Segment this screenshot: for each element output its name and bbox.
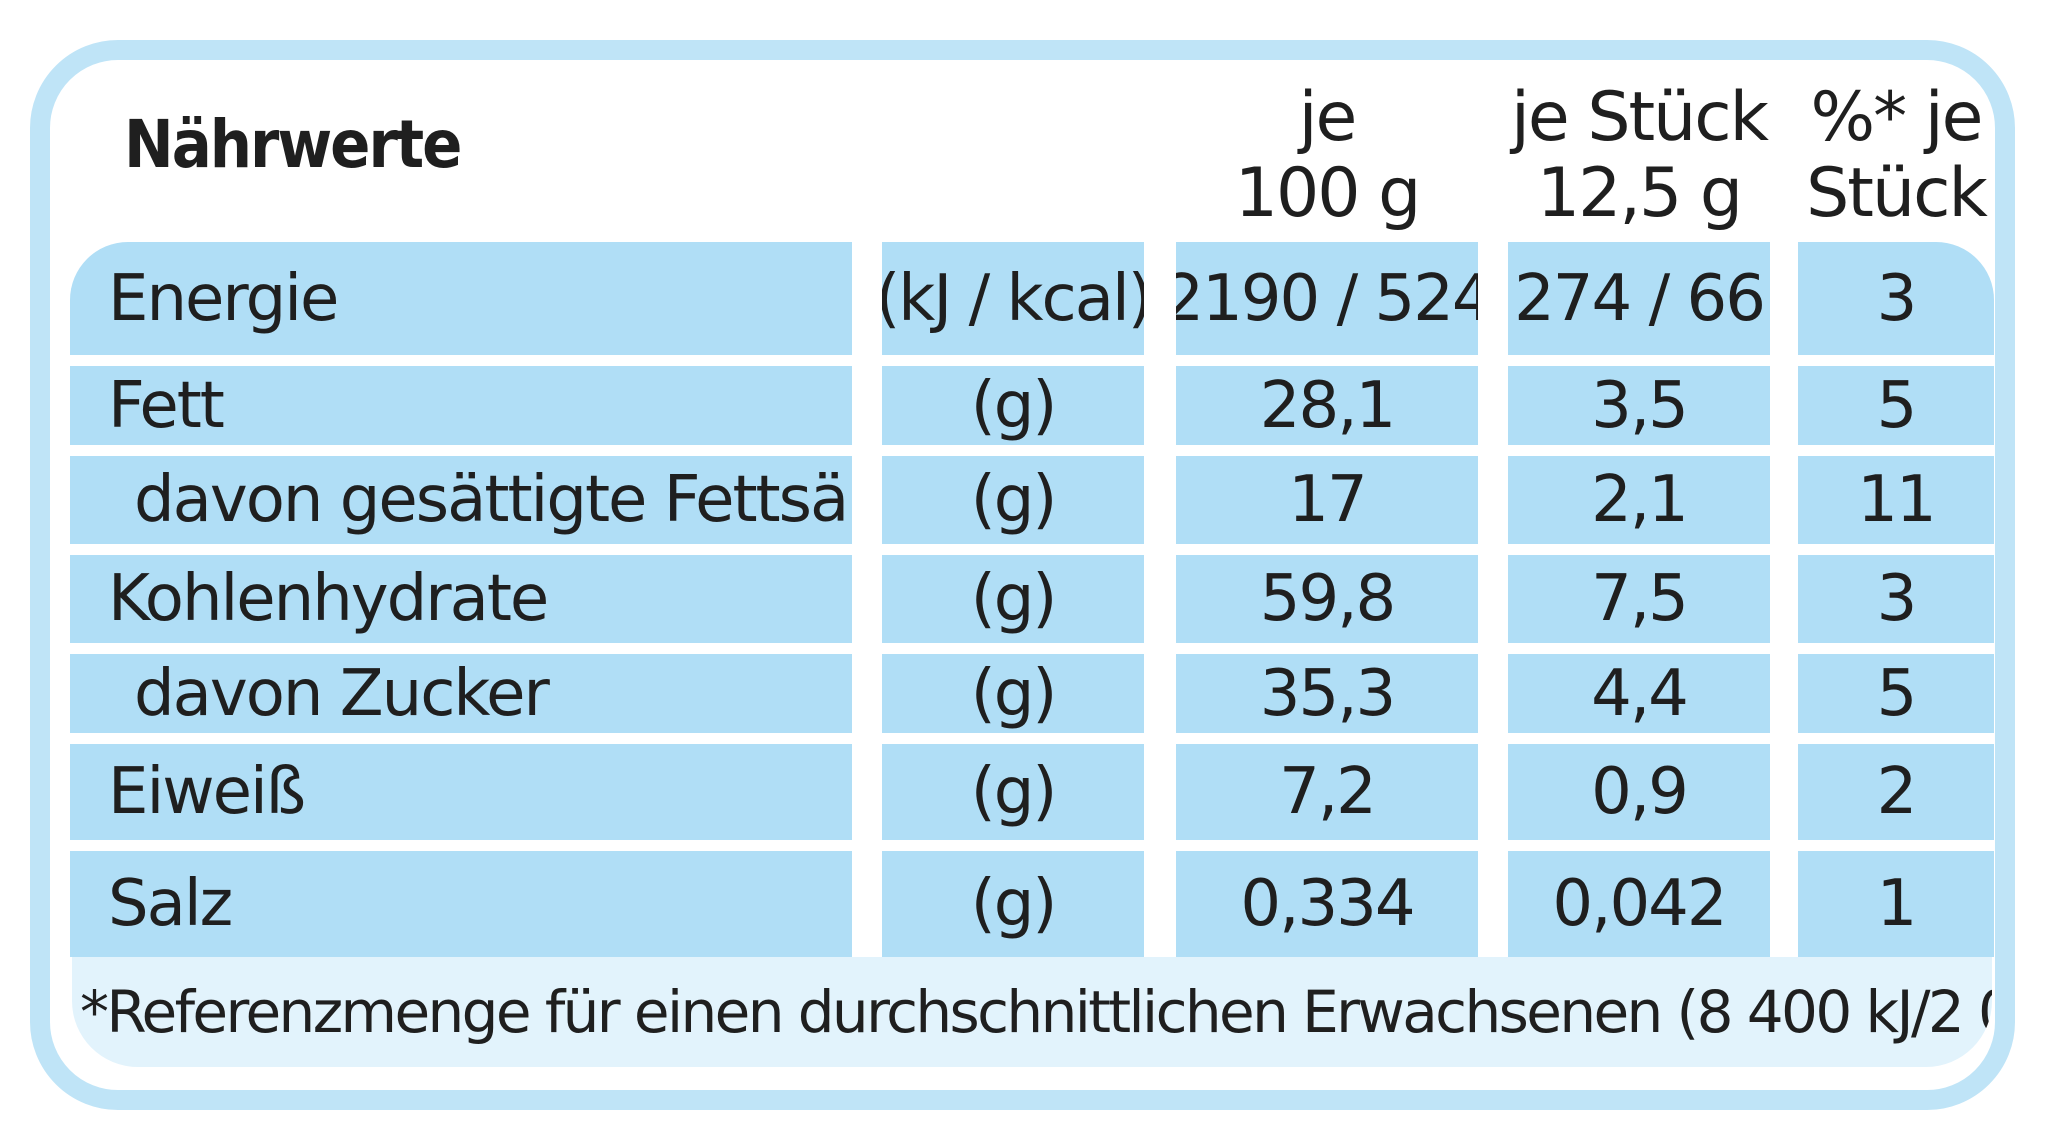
row-percent-fett: 5 [1798, 366, 1994, 445]
row-unit-salz: (g) [882, 851, 1144, 957]
row-percent-zucker: 5 [1798, 654, 1994, 733]
row-name-eiweiss: Eiweiß [70, 744, 852, 840]
row-name-fett: Fett [70, 366, 852, 445]
row-per-piece-kohlenhydrate: 7,5 [1508, 555, 1770, 643]
row-unit-saturated-fat: (g) [882, 456, 1144, 544]
row-percent-saturated-fat: 11 [1798, 456, 1994, 544]
row-percent-kohlenhydrate: 3 [1798, 555, 1994, 643]
row-per-100g-zucker: 35,3 [1176, 654, 1478, 733]
row-percent-eiweiss: 2 [1798, 744, 1994, 840]
column-header-per-piece: je Stück 12,5 g [1510, 78, 1769, 233]
row-per-piece-fett: 3,5 [1508, 366, 1770, 445]
row-per-100g-saturated-fat: 17 [1176, 456, 1478, 544]
row-name-salz: Salz [70, 851, 852, 957]
row-unit-zucker: (g) [882, 654, 1144, 733]
row-per-piece-eiweiss: 0,9 [1508, 744, 1770, 840]
row-name-zucker: davon Zucker [70, 654, 852, 733]
column-header-per-100g: je 100 g [1234, 78, 1422, 233]
row-per-piece-saturated-fat: 2,1 [1508, 456, 1770, 544]
table-title: Nährwerte [124, 106, 462, 183]
row-per-100g-eiweiss: 7,2 [1176, 744, 1478, 840]
row-name-kohlenhydrate: Kohlenhydrate [70, 555, 852, 643]
row-per-piece-salz: 0,042 [1508, 851, 1770, 957]
row-per-100g-energie: 2190 / 524 [1176, 242, 1478, 355]
row-unit-kohlenhydrate: (g) [882, 555, 1144, 643]
row-per-100g-salz: 0,334 [1176, 851, 1478, 957]
row-per-piece-energie: 274 / 66 [1508, 242, 1770, 355]
column-header-percent-per-piece: %* je Stück [1806, 78, 1988, 233]
row-per-100g-kohlenhydrate: 59,8 [1176, 555, 1478, 643]
row-unit-eiweiss: (g) [882, 744, 1144, 840]
row-percent-energie: 3 [1798, 242, 1994, 355]
row-unit-energie: (kJ / kcal) [882, 242, 1144, 355]
row-percent-salz: 1 [1798, 851, 1994, 957]
row-unit-fett: (g) [882, 366, 1144, 445]
row-per-piece-zucker: 4,4 [1508, 654, 1770, 733]
footnote: *Referenzmenge für einen durchschnittlic… [72, 957, 1992, 1067]
row-name-energie: Energie [70, 242, 852, 355]
row-name-saturated-fat: davon gesättigte Fettsäuren [70, 456, 852, 544]
row-per-100g-fett: 28,1 [1176, 366, 1478, 445]
